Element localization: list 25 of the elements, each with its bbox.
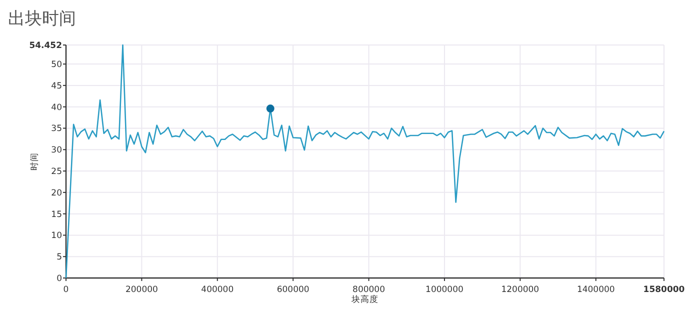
x-tick-label: 1000000 [426, 285, 464, 295]
x-tick-label: 1200000 [501, 285, 540, 295]
y-axis-title: 时间 [29, 152, 40, 170]
x-tick-label: 400000 [201, 285, 234, 295]
y-tick-label: 20 [51, 188, 62, 198]
y-tick-label: 30 [51, 146, 62, 156]
y-tick-label: 50 [51, 60, 62, 70]
chart-title: 出块时间 [8, 9, 76, 29]
x-axis-title: 块高度 [350, 294, 378, 305]
x-tick-label: 800000 [352, 285, 386, 295]
y-tick-label: 35 [51, 124, 62, 134]
y-tick-label: 0 [56, 274, 62, 284]
line-series [65, 44, 665, 279]
y-tick-label: 10 [51, 231, 62, 242]
x-tick-label: 600000 [276, 285, 310, 295]
y-tick-label: 25 [51, 167, 62, 178]
y-tick-label: 45 [51, 81, 62, 92]
x-tick-label: 0 [63, 285, 69, 295]
x-tick-label: 200000 [125, 285, 158, 295]
y-tick-label: 15 [51, 210, 62, 220]
x-tick-label: 1400000 [576, 285, 615, 295]
y-tick-label: 54.452 [29, 41, 62, 51]
y-tick-label: 40 [51, 102, 62, 113]
y-tick-label: 5 [56, 252, 62, 263]
x-tick-label: 1580000 [643, 285, 685, 295]
